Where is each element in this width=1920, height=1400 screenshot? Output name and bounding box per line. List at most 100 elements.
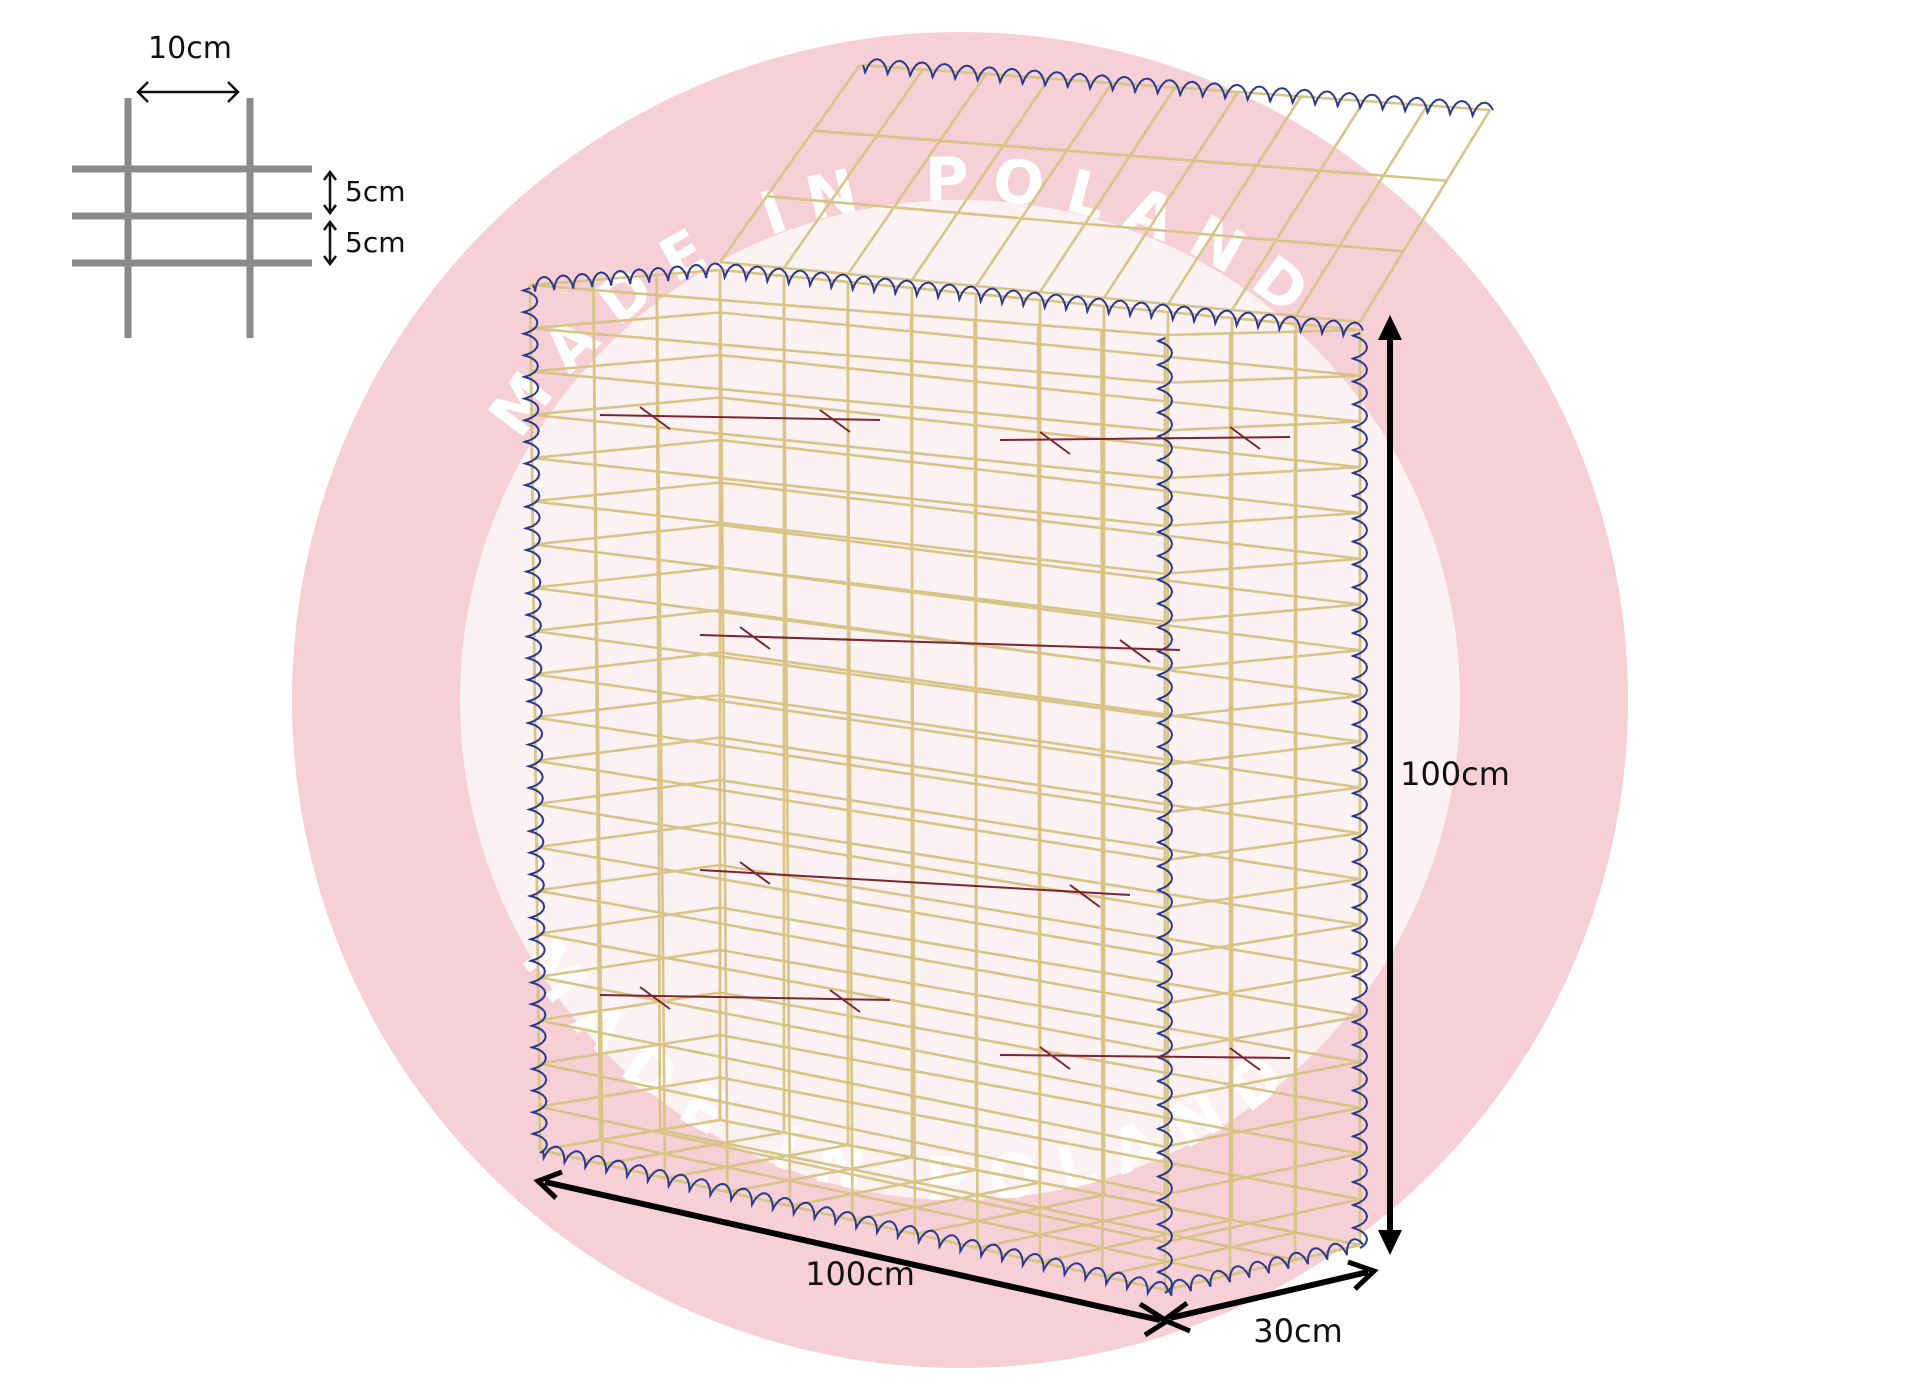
- right-side-panel-horizontal-wire: [1164, 831, 1361, 862]
- bottom-front-spiral-binder: [541, 1145, 1169, 1297]
- bracing-clip-hook: [739, 861, 771, 885]
- left-side-panel-horizontal-wire: [536, 863, 721, 892]
- right-side-panel-horizontal-wire: [1164, 1106, 1361, 1149]
- bracing-clip-hook: [829, 989, 861, 1013]
- bottom-panel-vertical-wire: [914, 1193, 1105, 1236]
- front-panel-horizontal-wire: [539, 1105, 1166, 1244]
- front-panel-horizontal-wire: [534, 716, 1166, 814]
- lid-panel-vertical-wire: [1102, 91, 1240, 299]
- left-side-panel-horizontal-wire: [539, 1076, 721, 1109]
- left-side-panel-horizontal-wire: [534, 651, 721, 676]
- lid-panel-vertical-wire: [782, 68, 925, 269]
- right-side-panel-horizontal-wire: [1164, 420, 1361, 432]
- lid-edge-spiral-binder: [862, 58, 1494, 119]
- bracing-clip-hook: [739, 626, 771, 650]
- vertical-spacing-label-1: 5cm: [345, 175, 405, 208]
- right-side-panel-horizontal-wire: [1164, 328, 1361, 337]
- left-side-panel-horizontal-wire: [534, 693, 721, 719]
- right-side-panel-horizontal-wire: [1164, 648, 1361, 671]
- front-right-spiral-binder: [1155, 337, 1174, 1294]
- length-label: 100cm: [805, 1255, 915, 1293]
- left-side-panel-horizontal-wire: [537, 948, 721, 979]
- bottom-panel-vertical-wire: [602, 1131, 785, 1166]
- bracing-clip-hook: [1039, 1046, 1071, 1070]
- right-side-panel-horizontal-wire: [1164, 1197, 1361, 1244]
- mesh-detail: [72, 98, 312, 338]
- right-side-panel-horizontal-wire: [1164, 1060, 1361, 1101]
- back-panel-horizontal-wire: [719, 481, 1361, 561]
- front-panel-horizontal-wire: [538, 1018, 1166, 1149]
- right-side-panel-horizontal-wire: [1164, 374, 1361, 385]
- front-panel-horizontal-wire: [536, 889, 1166, 1005]
- front-panel-horizontal-wire: [533, 629, 1166, 719]
- right-side-panel-horizontal-wire: [1164, 923, 1361, 958]
- top-left-spiral-binder: [532, 262, 724, 292]
- lid-panel-vertical-wire: [1038, 86, 1177, 293]
- lid-panel-vertical-wire: [1166, 95, 1303, 305]
- bracing-clip-hook: [1039, 431, 1071, 455]
- left-side-panel-horizontal-wire: [530, 353, 721, 373]
- gabion-basket: [519, 58, 1494, 1297]
- bracing-clip-hook: [639, 986, 671, 1010]
- right-side-panel-horizontal-wire: [1164, 465, 1361, 480]
- right-side-panel-horizontal-wire: [1164, 694, 1361, 719]
- lid-panel-vertical-wire: [974, 82, 1114, 287]
- right-side-panel-horizontal-wire: [1164, 1152, 1361, 1196]
- right-side-panel-horizontal-wire: [1164, 877, 1361, 910]
- left-side-panel-horizontal-wire: [532, 523, 721, 546]
- front-panel-horizontal-wire: [535, 759, 1166, 862]
- left-side-panel-horizontal-wire: [532, 481, 721, 503]
- right-side-panel-horizontal-wire: [1164, 740, 1361, 767]
- left-side-panel-horizontal-wire: [531, 396, 721, 417]
- right-side-panel-horizontal-wire: [1164, 1014, 1361, 1053]
- back-right-spiral-binder: [1350, 332, 1369, 1249]
- height-label: 100cm: [1400, 755, 1510, 793]
- front-panel-horizontal-wire: [536, 845, 1166, 958]
- right-side-panel-horizontal-wire: [1164, 557, 1361, 576]
- lid-panel-vertical-wire: [1294, 104, 1429, 317]
- back-panel-horizontal-wire: [719, 438, 1361, 515]
- front-panel-horizontal-wire: [530, 326, 1166, 385]
- left-side-panel-horizontal-wire: [531, 438, 721, 460]
- length-arrow: [544, 1179, 1161, 1323]
- depth-arrow: [1169, 1269, 1369, 1321]
- front-panel-horizontal-wire: [533, 586, 1166, 671]
- watermark-ring: [430, 170, 1490, 1230]
- bottom-panel-vertical-wire: [1102, 1231, 1297, 1278]
- vertical-spacing-label-2: 5cm: [345, 226, 405, 259]
- top-back-spiral-binder: [722, 263, 1364, 339]
- bracing-clip: [699, 634, 1181, 651]
- lid-panel-horizontal-wire: [813, 129, 1447, 182]
- front-panel-horizontal-wire: [537, 932, 1166, 1053]
- mesh-detail-dimensions: [136, 81, 337, 267]
- bottom-panel-horizontal-wire: [539, 1148, 1166, 1292]
- lid-panel-horizontal-wire: [719, 260, 1361, 324]
- right-side-panel-horizontal-wire: [1164, 603, 1361, 623]
- front-panel-horizontal-wire: [538, 1062, 1166, 1196]
- back-panel-horizontal-wire: [719, 523, 1361, 606]
- lid-panel-vertical-wire: [846, 73, 988, 275]
- back-panel-horizontal-wire: [719, 353, 1361, 423]
- back-panel-horizontal-wire: [719, 311, 1361, 378]
- front-panel-horizontal-wire: [532, 543, 1166, 623]
- front-panel-horizontal-wire: [537, 975, 1166, 1101]
- lid-panel-vertical-wire: [1230, 100, 1366, 311]
- bottom-panel-vertical-wire: [1039, 1218, 1233, 1264]
- horizontal-spacing-label: 10cm: [148, 31, 232, 66]
- bracing-clip-hook: [819, 409, 851, 433]
- watermark-inner-ring: [430, 170, 1490, 1230]
- front-left-spiral-binder: [519, 287, 548, 1154]
- front-panel-horizontal-wire: [529, 283, 1166, 337]
- right-side-panel-horizontal-wire: [1164, 786, 1361, 814]
- back-panel-horizontal-wire: [719, 268, 1361, 332]
- lid-panel-vertical-wire: [1358, 109, 1492, 323]
- bottom-panel-vertical-wire: [852, 1181, 1041, 1222]
- bottom-panel-vertical-wire: [539, 1118, 721, 1152]
- bracing-clip-hook: [1229, 1047, 1261, 1071]
- front-panel-horizontal-wire: [531, 456, 1166, 528]
- depth-label: 30cm: [1253, 1312, 1342, 1350]
- bracing-clip: [999, 436, 1291, 441]
- bottom-panel-vertical-wire: [664, 1143, 849, 1180]
- bottom-panel-horizontal-wire: [719, 1118, 1361, 1247]
